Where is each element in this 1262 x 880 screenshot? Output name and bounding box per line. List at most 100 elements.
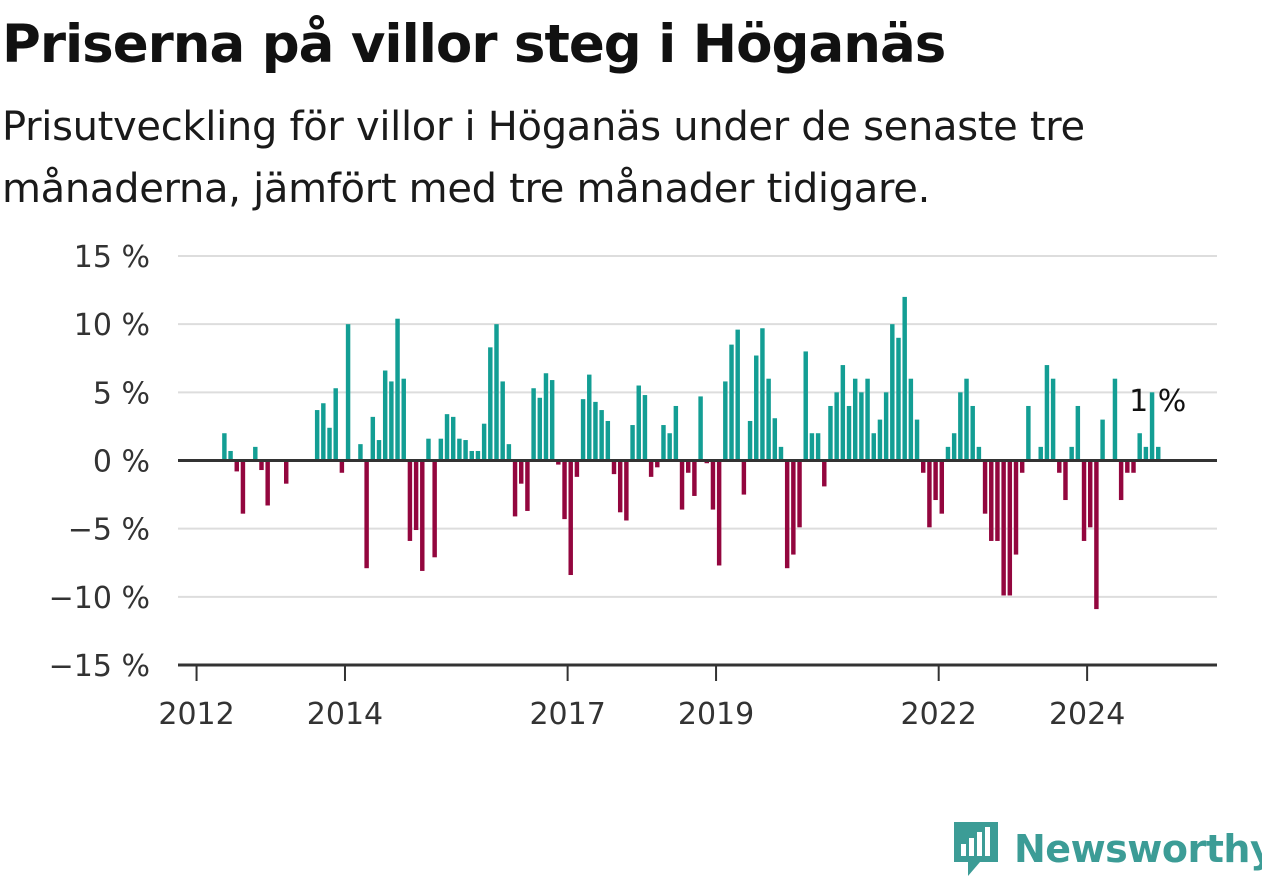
bar (617, 460, 623, 513)
bar (661, 425, 666, 461)
x-tick-label: 2022 (901, 697, 977, 732)
y-tick-label: 0 % (93, 445, 150, 480)
bar (995, 460, 1000, 541)
bar (463, 440, 468, 461)
bar (741, 460, 747, 495)
bar (345, 324, 351, 461)
bar (933, 460, 938, 501)
bar (537, 397, 543, 461)
bar (760, 328, 765, 461)
labels: 15 % 10 % 5 % 0 % −5 % −10 % −15 %2012 2014 2017… (49, 240, 1187, 732)
bar (642, 395, 648, 461)
bar (562, 460, 567, 520)
bar (426, 438, 431, 461)
bar (228, 450, 233, 461)
bar (710, 460, 716, 510)
bar (525, 460, 530, 511)
brand-logo: Newsworthy (950, 818, 1262, 880)
bar (784, 460, 790, 569)
bar (1069, 446, 1074, 461)
bar (908, 378, 914, 461)
bar (698, 396, 703, 461)
x-tick-label: 2012 (158, 697, 234, 732)
bar (1013, 460, 1019, 555)
x-tick-label: 2019 (678, 697, 754, 732)
bar (605, 420, 611, 461)
bar (945, 446, 951, 461)
bar (488, 347, 493, 461)
bar (358, 444, 363, 461)
bar (865, 378, 870, 461)
bar (457, 438, 462, 461)
bar (686, 460, 691, 473)
bar (494, 324, 499, 461)
bar (481, 423, 487, 461)
bar (1087, 460, 1093, 528)
y-tick-label: −10 % (49, 581, 150, 616)
bar (376, 440, 382, 461)
bar (834, 392, 839, 461)
bar (1057, 460, 1062, 473)
y-tick-label: 10 % (74, 308, 150, 343)
bar (1100, 419, 1105, 461)
bar (1038, 446, 1043, 461)
bar (883, 392, 889, 461)
bar (599, 410, 604, 461)
bar (593, 401, 598, 461)
bar (828, 405, 833, 461)
bar (766, 378, 771, 461)
bar (989, 460, 994, 541)
bar (1007, 460, 1013, 596)
bar (673, 405, 679, 461)
bars (222, 296, 1161, 610)
bar (556, 460, 561, 465)
bar (574, 460, 580, 477)
bar (389, 381, 394, 461)
y-tick-label: −5 % (68, 513, 150, 548)
bar (500, 381, 505, 461)
bar (1149, 392, 1155, 461)
bar (253, 446, 258, 461)
y-tick-label: 5 % (93, 376, 150, 411)
bar (859, 392, 864, 461)
axes (178, 459, 1217, 681)
bar (321, 403, 326, 461)
bar (420, 460, 425, 571)
bar (407, 460, 413, 541)
bar (240, 460, 246, 514)
bar (624, 460, 629, 521)
bar (370, 416, 376, 461)
bar (1044, 365, 1050, 461)
bar (327, 427, 332, 461)
chart-title: Priserna på villor steg i Höganäs (2, 14, 946, 75)
chart-subtitle: Prisutveckling för villor i Höganäs unde… (2, 104, 1085, 212)
bar (438, 438, 444, 461)
bar (512, 460, 518, 517)
bar (976, 446, 982, 461)
bar (611, 460, 617, 475)
bar (803, 351, 808, 461)
latest-value-label: 1 % (1129, 384, 1186, 419)
bar (630, 425, 635, 461)
bar (222, 433, 227, 461)
bar (840, 365, 846, 461)
bar (265, 460, 270, 506)
bar (580, 399, 586, 461)
bar (1125, 460, 1130, 473)
bar (259, 460, 264, 471)
bar (1143, 446, 1149, 461)
bar (234, 460, 239, 472)
bar (506, 444, 512, 461)
bar (871, 433, 876, 461)
x-tick-label: 2014 (307, 697, 383, 732)
x-tick-label: 2024 (1049, 697, 1125, 732)
bar (444, 414, 450, 461)
bar (587, 374, 592, 461)
y-tick-label: −15 % (49, 649, 150, 684)
bar (964, 378, 969, 461)
bar (1050, 378, 1056, 461)
y-tick-label: 15 % (74, 240, 150, 275)
bar (809, 433, 815, 461)
bar (1026, 405, 1031, 461)
